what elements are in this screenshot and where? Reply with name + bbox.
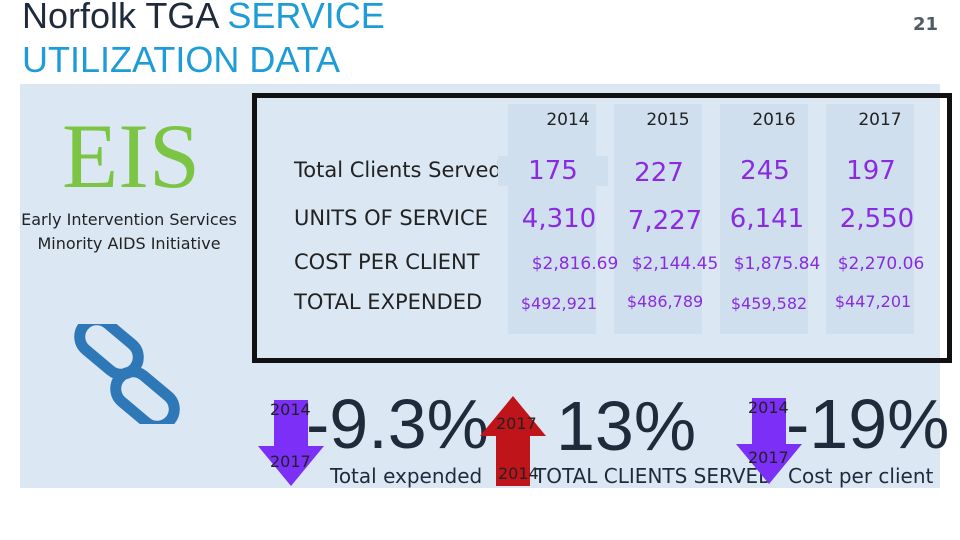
- page-title: Norfolk TGA SERVICE UTILIZATION DATA: [22, 0, 385, 82]
- table-cell: 245: [740, 156, 790, 186]
- change-from-year: 2014: [270, 400, 311, 419]
- program-acronym: EIS: [62, 105, 200, 207]
- change-percent: 13%: [556, 387, 697, 465]
- table-cell: 4,310: [521, 204, 597, 234]
- column-bg-2014: [508, 104, 596, 334]
- change-to-year: 2017: [748, 448, 789, 467]
- table-cell: $2,270.06: [837, 254, 925, 274]
- table-cell: $459,582: [730, 294, 808, 313]
- year-header: 2014: [546, 110, 590, 130]
- table-cell: $492,921: [520, 294, 598, 313]
- arrow-down-icon: [258, 400, 324, 486]
- title-line2: UTILIZATION DATA: [22, 39, 341, 80]
- table-cell: 175: [498, 156, 608, 186]
- row-label-units: UNITS OF SERVICE: [294, 206, 488, 230]
- table-cell: $2,816.69: [531, 254, 619, 274]
- change-from-year: 2014: [748, 398, 789, 417]
- arrow-down-icon: [736, 398, 802, 484]
- table-cell: $486,789: [626, 292, 704, 311]
- change-caption: Total expended: [330, 464, 483, 488]
- change-percent: -9.3%: [306, 385, 489, 463]
- change-percent: -19%: [786, 385, 950, 463]
- link-icon: [74, 324, 180, 424]
- table-cell: 7,227: [627, 206, 703, 236]
- arrow-up-icon: [480, 396, 546, 486]
- change-from-year: 2014: [498, 464, 539, 483]
- change-to-year: 2017: [270, 452, 311, 471]
- table-cell: 197: [846, 156, 896, 186]
- program-line2: Minority AIDS Initiative: [37, 234, 221, 253]
- title-part2: SERVICE: [227, 0, 385, 36]
- column-bg-2017: [826, 104, 914, 334]
- year-header: 2015: [646, 110, 690, 130]
- program-line1: Early Intervention Services: [21, 210, 237, 229]
- table-cell: $447,201: [834, 292, 912, 311]
- year-header: 2016: [752, 110, 796, 130]
- table-cell: $2,144.45: [631, 254, 719, 274]
- data-table-frame: [252, 93, 952, 363]
- change-to-year: 2017: [496, 414, 537, 433]
- row-label-cost: COST PER CLIENT: [294, 250, 480, 274]
- row-label-expended: TOTAL EXPENDED: [294, 290, 483, 314]
- change-caption: TOTAL CLIENTS SERVED: [534, 464, 774, 488]
- row-label-clients: Total Clients Served: [294, 158, 502, 182]
- program-subtitle: Early Intervention Services Minority AID…: [0, 208, 258, 256]
- table-cell: 6,141: [729, 204, 805, 234]
- page-number: 21: [912, 14, 938, 35]
- table-cell: $1,875.84: [733, 254, 821, 274]
- change-caption: Cost per client: [788, 464, 934, 488]
- column-bg-2015: [614, 104, 702, 334]
- table-cell: 2,550: [839, 204, 915, 234]
- table-cell: 227: [634, 158, 684, 188]
- title-part1: Norfolk TGA: [22, 0, 228, 36]
- column-bg-2016: [720, 104, 808, 334]
- year-header: 2017: [858, 110, 902, 130]
